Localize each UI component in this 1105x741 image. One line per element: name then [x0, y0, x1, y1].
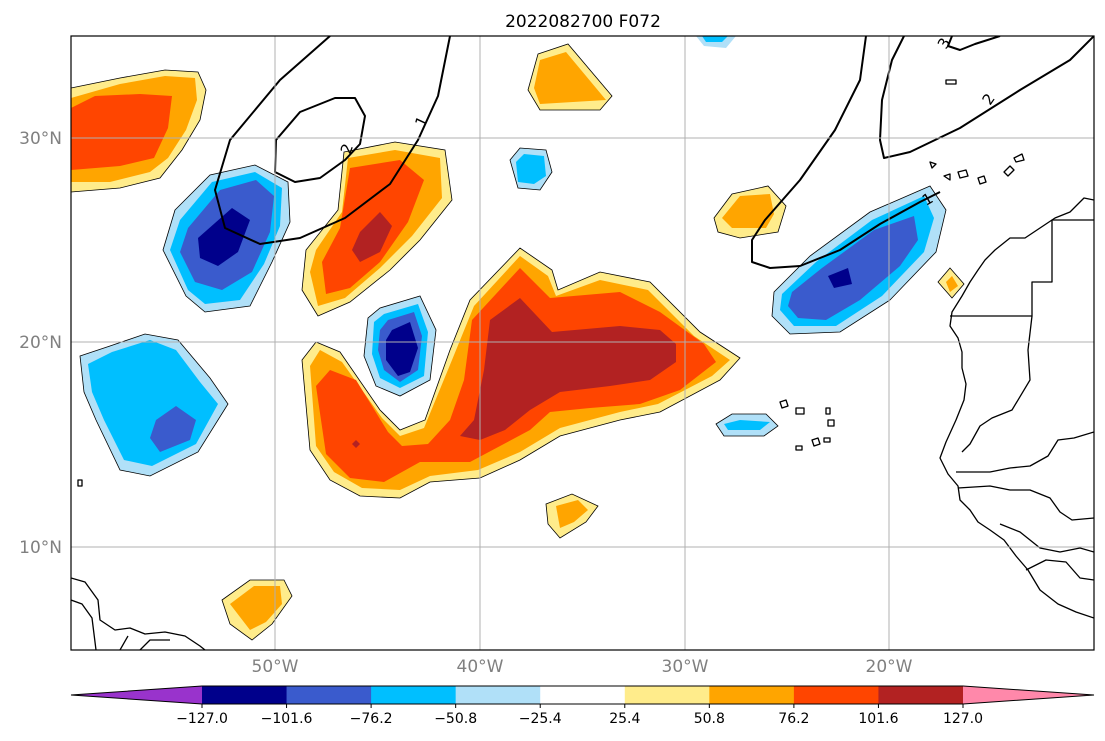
contour-lines [214, 36, 1094, 269]
cold-anomaly-east [771, 185, 947, 335]
anomaly-p50 [722, 194, 774, 228]
colorbar-tick-label: −76.2 [350, 711, 393, 727]
colorbar-tick-label: −50.8 [434, 711, 477, 727]
warm-anomaly-small-south [545, 493, 599, 539]
contour-3-east [947, 36, 1001, 51]
coast-south-america-inner [71, 599, 170, 650]
colorbar-segment [286, 686, 372, 704]
contour-2-west [274, 97, 366, 183]
warm-anomaly-northwest [71, 69, 207, 193]
contour-1-east [751, 36, 941, 269]
lon-label-30w: 30°W [662, 657, 709, 677]
coast-west-africa [939, 197, 1094, 619]
lon-labels: 50°W 40°W 30°W 20°W [252, 657, 913, 677]
colorbar: −127.0 −101.6 −76.2 −50.8 −25.4 25.4 50.8 76.2 1… [70, 685, 1095, 727]
colorbar-extend-high [963, 686, 1094, 704]
warm-anomaly-east-small [713, 185, 787, 239]
colorbar-segment [540, 686, 626, 704]
border-mauritania-mali [961, 315, 1033, 453]
lat-labels: 30°N 20°N 10°N [19, 129, 62, 558]
anomaly-n127 [198, 208, 250, 266]
map-area: 1 2 2 1 2 3 [70, 35, 1095, 651]
cold-anomaly-top-edge [696, 36, 736, 48]
anomaly-p101-speck [352, 440, 360, 448]
warm-anomaly-coast [937, 267, 965, 299]
lon-label-20w: 20°W [866, 657, 913, 677]
border-western-sahara [950, 219, 1094, 317]
colorbar-tick-label: 127.0 [943, 711, 983, 727]
cold-anomaly-southwest [79, 333, 229, 477]
anomaly-fields [71, 36, 1094, 650]
anomaly-p76 [71, 94, 172, 170]
warm-anomaly-top-center [527, 43, 613, 111]
contour-2-east [879, 36, 1094, 159]
figure-title: 2022082700 F072 [505, 12, 661, 32]
lat-label-10n: 10°N [19, 538, 62, 558]
contour-1-west [214, 36, 451, 245]
anomaly-p50 [230, 586, 282, 630]
lat-label-20n: 20°N [19, 333, 62, 353]
anomaly-p50 [556, 500, 588, 528]
lon-label-50w: 50°W [252, 657, 299, 677]
colorbar-tick-label: −127.0 [176, 711, 228, 727]
anomaly-n101 [788, 216, 918, 320]
colorbar-tick-label: 50.8 [694, 711, 725, 727]
island-small-west [77, 479, 83, 487]
cold-anomaly-small-east [715, 413, 779, 437]
anomaly-n127 [386, 322, 418, 376]
anomaly-n127 [828, 268, 852, 288]
colorbar-tick-label: 25.4 [609, 711, 640, 727]
colorbar-tick-label: −101.6 [261, 711, 313, 727]
border-sierra-leone [1025, 559, 1094, 581]
cold-anomaly-top-center [509, 147, 553, 191]
warm-anomaly-main-band [301, 247, 741, 499]
colorbar-segment [793, 686, 879, 704]
anomaly-n76 [724, 420, 770, 430]
border-senegal [956, 431, 1094, 473]
lat-label-30n: 30°N [19, 129, 62, 149]
islands-cape-verde [779, 399, 835, 451]
warm-anomaly-central-north [301, 141, 453, 317]
border-guinea [999, 523, 1094, 553]
anomaly-n101 [150, 406, 196, 452]
colorbar-segment [371, 686, 457, 704]
map-frame [70, 35, 1095, 651]
anomaly-p50 [946, 276, 958, 292]
anomaly-p101 [460, 298, 676, 440]
anomaly-n76 [702, 36, 728, 42]
colorbar-segment [455, 686, 541, 704]
colorbar-tick-label: −25.4 [519, 711, 562, 727]
colorbar-segment [624, 686, 710, 704]
colorbar-tick-label: 101.6 [858, 711, 898, 727]
lon-label-40w: 40°W [457, 657, 504, 677]
anomaly-p50 [534, 52, 606, 104]
coastlines [71, 79, 1094, 650]
colorbar-extend-low [71, 686, 202, 704]
border-gambia [957, 485, 1094, 521]
cold-anomaly-west [162, 164, 291, 313]
islands-canary [929, 79, 1025, 185]
anomaly-p101 [352, 212, 392, 262]
colorbar-segment [202, 686, 288, 704]
colorbar-segment [709, 686, 795, 704]
colorbar-tick-label: 76.2 [778, 711, 809, 727]
coast-south-america [71, 577, 206, 650]
colorbar-segment [878, 686, 964, 704]
gridlines [71, 36, 1094, 650]
cold-anomaly-center [363, 295, 437, 397]
anomaly-n76 [516, 154, 546, 184]
